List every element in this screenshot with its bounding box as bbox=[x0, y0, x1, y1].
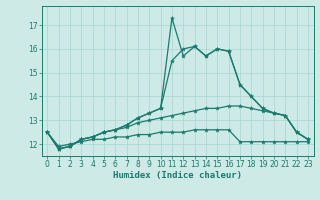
X-axis label: Humidex (Indice chaleur): Humidex (Indice chaleur) bbox=[113, 171, 242, 180]
